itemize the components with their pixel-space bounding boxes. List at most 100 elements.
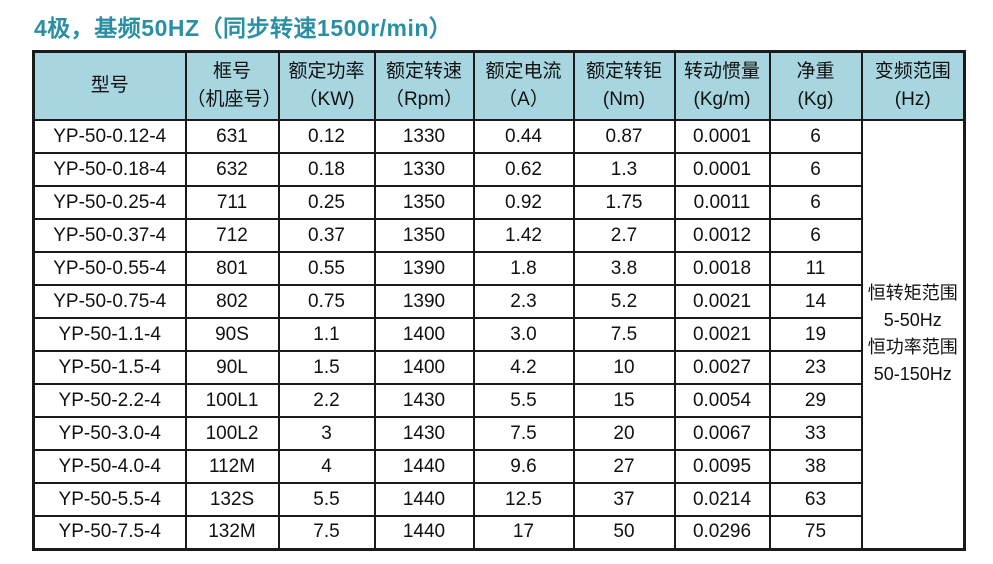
table-cell: YP-50-0.37-4	[32, 218, 187, 253]
table-cell: 5.2	[572, 284, 676, 319]
table-cell: 1.42	[472, 218, 575, 253]
table-body: YP-50-0.12-4 631 0.12 1330 0.44 0.87 0.0001 6 恒转…	[32, 119, 966, 550]
column-header-inertia: 转动惯量 (Kg/m)	[673, 50, 771, 121]
table-cell: 801	[184, 251, 280, 286]
table-cell: 1.8	[472, 251, 575, 286]
header-row: 型号 框号 （机座号） 额定功率 （KW)	[32, 50, 966, 121]
table-cell: 9.6	[472, 449, 575, 484]
table-cell: 1400	[373, 350, 475, 385]
freq-range-note-line: 恒功率范围	[867, 337, 958, 358]
table-cell: 1.5	[277, 350, 376, 385]
header-line: （Rpm）	[384, 89, 464, 110]
table-cell: 712	[184, 218, 280, 253]
table-cell: 11	[768, 251, 863, 286]
table-cell: 5.5	[277, 482, 376, 517]
header-line: 额定功率	[288, 61, 365, 82]
header-line: (Nm)	[602, 89, 646, 110]
table-cell: 0.18	[277, 152, 376, 187]
table-cell: 90S	[184, 317, 280, 352]
table-row: YP-50-2.2-4 100L1 2.2 1430 5.5 15 0.0054 29	[32, 383, 965, 418]
table-cell: 10	[572, 350, 676, 385]
table-cell: 1.3	[572, 152, 676, 187]
table-cell: YP-50-5.5-4	[32, 482, 187, 517]
table-cell: 0.62	[472, 152, 575, 187]
table-cell: YP-50-2.2-4	[32, 383, 187, 418]
table-cell: 90L	[184, 350, 280, 385]
table-cell: 0.0021	[673, 317, 771, 352]
table-cell: 0.12	[277, 119, 376, 154]
table-cell: 2.7	[572, 218, 676, 253]
motor-spec-table: 型号 框号 （机座号） 额定功率 （KW)	[32, 50, 966, 551]
table-cell: 6	[768, 119, 863, 154]
table-cell: 6	[768, 152, 863, 187]
header-line: 转动惯量	[683, 61, 760, 82]
table-cell: 0.0012	[673, 218, 771, 253]
header-line: 框号	[212, 61, 251, 82]
table-cell: 7.5	[277, 515, 376, 550]
table-cell: YP-50-0.55-4	[32, 251, 187, 286]
table-cell: 14	[768, 284, 863, 319]
table-cell: 1440	[373, 449, 475, 484]
table-row: YP-50-5.5-4 132S 5.5 1440 12.5 37 0.0214 63	[32, 482, 965, 517]
table-cell: 132M	[184, 515, 280, 550]
freq-range-note: 恒转矩范围 5-50Hz 恒功率范围 50-150Hz	[860, 119, 966, 550]
table-row: YP-50-3.0-4 100L2 3 1430 7.5 20 0.0067 33	[32, 416, 965, 451]
table-cell: YP-50-0.12-4	[32, 119, 187, 154]
table-row: YP-50-0.75-4 802 0.75 1390 2.3 5.2 0.0021 14	[32, 284, 965, 319]
table-cell: 1350	[373, 185, 475, 220]
table-cell: 0.87	[572, 119, 676, 154]
table-cell: YP-50-4.0-4	[32, 449, 187, 484]
table-cell: 0.55	[277, 251, 376, 286]
table-row: YP-50-0.18-4 632 0.18 1330 0.62 1.3 0.0001 6	[32, 152, 965, 187]
table-cell: 0.0011	[673, 185, 771, 220]
table-cell: 0.0018	[673, 251, 771, 286]
table-cell: YP-50-0.75-4	[32, 284, 187, 319]
table-cell: YP-50-0.25-4	[32, 185, 187, 220]
table-cell: 75	[768, 515, 863, 550]
header-line: (Kg)	[797, 89, 834, 110]
table-cell: 711	[184, 185, 280, 220]
table-cell: 0.0001	[673, 119, 771, 154]
table-cell: 0.0296	[673, 515, 771, 550]
table-cell: 1390	[373, 284, 475, 319]
table-cell: 1430	[373, 383, 475, 418]
table-cell: 631	[184, 119, 280, 154]
table-cell: 0.0027	[673, 350, 771, 385]
table-row: YP-50-0.37-4 712 0.37 1350 1.42 2.7 0.0012 6	[32, 218, 965, 253]
table-cell: YP-50-7.5-4	[32, 515, 187, 550]
table-cell: 100L1	[184, 383, 280, 418]
table-cell: 112M	[184, 449, 280, 484]
table-row: YP-50-0.25-4 711 0.25 1350 0.92 1.75 0.0011 6	[32, 185, 965, 220]
table-cell: 27	[572, 449, 676, 484]
table-cell: 5.5	[472, 383, 575, 418]
freq-range-note-line: 恒转矩范围	[867, 283, 958, 304]
table-cell: 23	[768, 350, 863, 385]
page: 4极，基频50HZ（同步转速1500r/min） 型号 框号 （机座号）	[32, 15, 966, 551]
table-cell: 0.0067	[673, 416, 771, 451]
header-line: 额定转速	[385, 61, 462, 82]
table-cell: 0.0021	[673, 284, 771, 319]
table-cell: 29	[768, 383, 863, 418]
table-cell: 20	[572, 416, 676, 451]
header-line: 型号	[90, 75, 129, 96]
column-header-freq-range: 变频范围 (Hz)	[860, 50, 966, 121]
header-line: (Hz)	[894, 89, 931, 110]
header-line: 额定电流	[485, 61, 562, 82]
table-cell: 12.5	[472, 482, 575, 517]
table-cell: 2.2	[277, 383, 376, 418]
table-row: YP-50-1.1-4 90S 1.1 1400 3.0 7.5 0.0021 19	[32, 317, 965, 352]
table-cell: 1330	[373, 119, 475, 154]
header-line: （A）	[498, 89, 549, 110]
table-row: YP-50-0.55-4 801 0.55 1390 1.8 3.8 0.0018 11	[32, 251, 965, 286]
page-title: 4极，基频50HZ（同步转速1500r/min）	[34, 15, 453, 41]
table-cell: 6	[768, 218, 863, 253]
table-cell: 0.44	[472, 119, 575, 154]
column-header-model: 型号	[32, 50, 187, 121]
table-cell: 1390	[373, 251, 475, 286]
column-header-rated-torque: 额定转钜 (Nm)	[572, 50, 676, 121]
freq-range-note-line: 50-150Hz	[873, 364, 952, 385]
table-cell: 6	[768, 185, 863, 220]
table-cell: 0.25	[277, 185, 376, 220]
header-line: 变频范围	[874, 61, 951, 82]
table-cell: 7.5	[472, 416, 575, 451]
